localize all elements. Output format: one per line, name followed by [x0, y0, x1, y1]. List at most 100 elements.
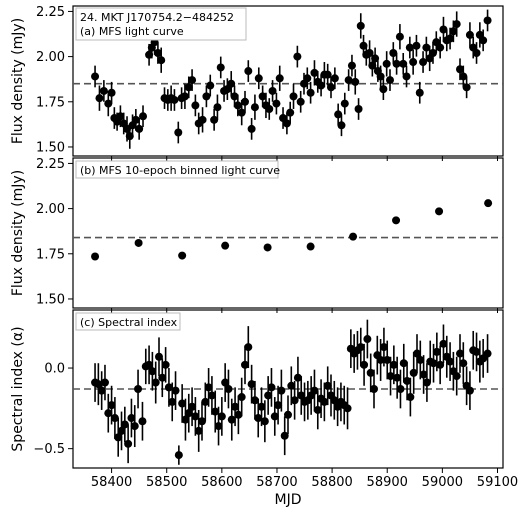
- data-point: [124, 439, 133, 448]
- data-point: [412, 41, 421, 50]
- y-tick-label: 2.25: [36, 157, 65, 172]
- data-point: [286, 108, 295, 117]
- panel-a-frame: [72, 5, 504, 157]
- data-point: [297, 391, 306, 400]
- data-point: [134, 238, 143, 247]
- data-point: [158, 373, 167, 382]
- data-point: [148, 367, 157, 376]
- data-point: [250, 396, 259, 405]
- data-point: [171, 386, 180, 395]
- data-point: [280, 431, 289, 440]
- data-point: [359, 41, 368, 50]
- data-point: [435, 207, 444, 216]
- data-point: [360, 360, 369, 369]
- data-point: [202, 92, 211, 101]
- data-point: [207, 391, 216, 400]
- data-point: [456, 349, 464, 358]
- data-point: [363, 335, 372, 344]
- data-point: [409, 368, 418, 377]
- data-point: [392, 216, 401, 225]
- data-point: [258, 92, 267, 101]
- data-point: [184, 409, 193, 418]
- data-point: [446, 357, 455, 366]
- data-point: [436, 360, 445, 369]
- y-tick-label: 1.50: [36, 140, 65, 155]
- data-point: [153, 48, 162, 57]
- panel-b-ylabel: Flux density (mJy): [10, 170, 26, 296]
- data-point: [139, 112, 148, 121]
- data-point: [138, 417, 147, 426]
- data-point: [117, 426, 126, 435]
- data-point: [282, 119, 291, 128]
- source-name: 24. MKT J170754.2−484252: [80, 11, 234, 24]
- data-point: [356, 21, 365, 30]
- data-point: [260, 417, 269, 426]
- data-point: [303, 74, 312, 83]
- data-point: [274, 401, 283, 410]
- data-point: [234, 410, 243, 419]
- panel-a: 1.50 1.75 2.00 2.25 24. MKT J170754.2−48425…: [10, 5, 504, 161]
- data-point: [244, 343, 253, 352]
- panel-c-points: [91, 335, 492, 460]
- data-point: [419, 58, 428, 67]
- data-point: [204, 383, 213, 392]
- y-tick-label: 2.00: [36, 50, 65, 65]
- data-point: [164, 383, 173, 392]
- data-point: [188, 402, 197, 411]
- data-point: [110, 414, 119, 423]
- data-point: [395, 32, 404, 41]
- data-point: [419, 370, 428, 379]
- data-point: [365, 48, 374, 57]
- data-point: [484, 199, 493, 208]
- data-point: [343, 404, 352, 413]
- data-point: [120, 420, 129, 429]
- panel-a-legend-box: [75, 7, 247, 41]
- data-point: [323, 381, 332, 390]
- data-point: [116, 112, 125, 121]
- data-point: [95, 94, 104, 103]
- y-tick-label: 1.75: [36, 95, 65, 110]
- data-point: [198, 417, 206, 426]
- data-point: [459, 72, 468, 81]
- y-tick-label: 1.50: [36, 292, 65, 307]
- data-point: [366, 368, 375, 377]
- data-point: [356, 343, 365, 352]
- data-point: [237, 108, 246, 117]
- data-point: [392, 59, 401, 68]
- data-point: [416, 355, 425, 364]
- data-point: [216, 63, 225, 72]
- data-point: [405, 43, 414, 52]
- data-point: [145, 360, 154, 369]
- data-point: [337, 121, 346, 130]
- data-point: [135, 124, 144, 133]
- data-point: [275, 74, 284, 83]
- data-point: [403, 376, 412, 385]
- data-point: [383, 355, 392, 364]
- x-tick-label: 59100: [477, 475, 518, 490]
- data-point: [224, 385, 233, 393]
- data-point: [263, 243, 272, 252]
- data-point: [439, 25, 448, 34]
- data-point: [97, 386, 106, 395]
- panel-b: 1.50 1.75 2.00 2.25 (b) MFS 10-epoch binned…: [10, 157, 504, 313]
- data-point: [221, 378, 230, 387]
- data-point: [127, 414, 136, 423]
- x-tick-labels: 58400 58500 58600 58700 58800 58900 59000 59100: [91, 475, 518, 490]
- data-point: [227, 79, 236, 88]
- panel-c-label: (c) Spectral index: [80, 316, 178, 329]
- panel-b-frame: [72, 157, 504, 309]
- data-point: [349, 232, 358, 241]
- data-point: [155, 352, 163, 361]
- data-point: [241, 97, 249, 106]
- data-point: [472, 347, 481, 356]
- panel-b-legend-box: [75, 160, 279, 179]
- x-tick-label: 58900: [367, 475, 408, 490]
- data-point: [368, 61, 377, 70]
- panel-a-ylabel: Flux density (mJy): [10, 18, 26, 144]
- data-point: [268, 86, 277, 95]
- data-point: [327, 83, 335, 92]
- data-point: [181, 415, 190, 424]
- data-point: [422, 43, 431, 52]
- data-point: [306, 242, 315, 251]
- data-point: [284, 410, 292, 419]
